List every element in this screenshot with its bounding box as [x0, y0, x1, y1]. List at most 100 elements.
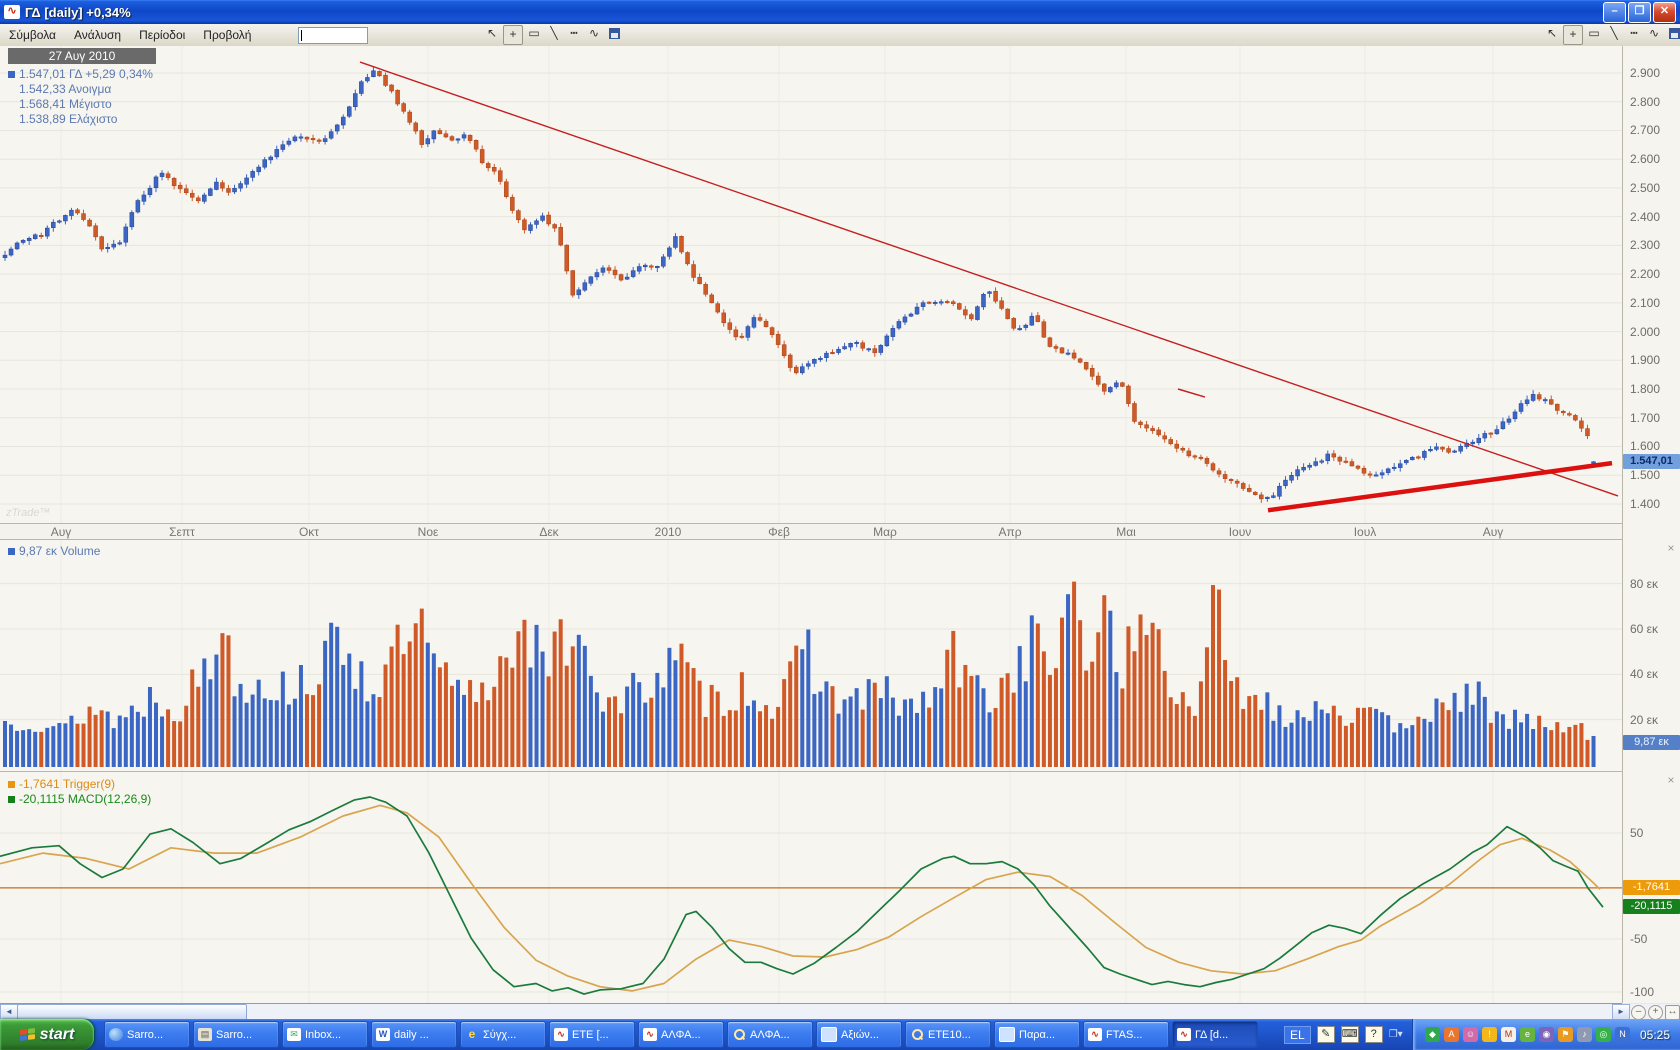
- windows-logo-icon: [19, 1027, 35, 1042]
- macd-pane[interactable]: -1,7641 Trigger(9) -20,1115 MACD(12,26,9…: [0, 772, 1622, 1004]
- tray-mx-icon[interactable]: M: [1500, 1027, 1516, 1042]
- taskbar-button-sarro[interactable]: Sarro...: [104, 1021, 190, 1048]
- pointer-tool-icon[interactable]: ↖: [1546, 26, 1558, 40]
- chart-icon: ∿: [554, 1028, 568, 1041]
- chart-icon: ∿: [1088, 1028, 1102, 1041]
- macd-pane-close-icon[interactable]: ×: [1667, 773, 1675, 787]
- menu-bar: Σύμβολα Ανάλυση Περίοδοι Προβολή: [0, 24, 1680, 47]
- volume-legend: 9,87 εκ Volume: [8, 544, 100, 558]
- restore-button[interactable]: ❐: [1628, 1, 1651, 23]
- trendlines-layer[interactable]: [359, 61, 1619, 513]
- taskbar-button-αλφα[interactable]: ∿ ΑΛΦΑ...: [638, 1021, 724, 1048]
- worddoc-icon: W: [376, 1028, 390, 1041]
- time-axis: Αυγ Σεπτ Οκτ Νοε Δεκ 2010 Φεβ Μαρ Απρ Μαι Ιουν Ιουλ…: [0, 524, 1622, 540]
- tray-mask-icon[interactable]: ◉: [1538, 1027, 1554, 1042]
- price-chart-pane[interactable]: 27 Αυγ 2010 1.547,01 ΓΔ +5,29 0,34% 1.54…: [0, 46, 1622, 524]
- volume-canvas[interactable]: [0, 540, 1622, 771]
- tray-flag-icon[interactable]: ⚑: [1557, 1027, 1573, 1042]
- macd-value-tag: -20,1115: [1623, 899, 1680, 915]
- tray-network-activity-icon[interactable]: ◆: [1424, 1027, 1440, 1042]
- tray-leaf-icon[interactable]: e: [1519, 1027, 1535, 1042]
- minimize-button[interactable]: –: [1603, 1, 1626, 23]
- taskbar-button-αλφα[interactable]: ΑΛΦΑ...: [727, 1021, 813, 1048]
- last-price-tag: 1.547,01: [1623, 453, 1680, 469]
- region-box-tool-icon[interactable]: ▭: [528, 26, 540, 40]
- trendline-tool-icon[interactable]: ╲: [550, 26, 558, 40]
- keyboard-icon[interactable]: ⌨: [1340, 1026, 1359, 1043]
- dotted-grid-tool-icon[interactable]: ┅: [570, 26, 578, 40]
- month-label: Νοε: [417, 525, 439, 539]
- trendline-tool-icon[interactable]: ╲: [1610, 26, 1618, 40]
- taskbar-button-ftas[interactable]: ∿ FTAS...: [1083, 1021, 1169, 1048]
- tray-alarm-icon[interactable]: A: [1443, 1027, 1459, 1042]
- globe-icon: [109, 1028, 123, 1041]
- volume-pane-close-icon[interactable]: ×: [1667, 541, 1675, 555]
- chart-toolbar-left: ↖ + ▭ ╲ ┅ ∿: [483, 25, 623, 45]
- menu-item-Ανάλυση[interactable]: Ανάλυση: [74, 28, 122, 42]
- chart-style-tool-icon[interactable]: ∿: [1648, 26, 1660, 40]
- taskbar-button-label: ΕΤΕ10...: [928, 1028, 971, 1041]
- axis-tick-label: 2.400: [1630, 209, 1661, 224]
- menu-item-Σύμβολα[interactable]: Σύμβολα: [9, 28, 56, 42]
- taskbar-button-label: ΑΛΦΑ...: [750, 1028, 790, 1041]
- fit-width-button[interactable]: ↔: [1665, 1005, 1680, 1020]
- region-box-tool-icon[interactable]: ▭: [1588, 26, 1600, 40]
- month-label: Αυγ: [50, 525, 72, 539]
- axis-tick-label: 2.900: [1630, 66, 1661, 80]
- trigger-legend: -1,7641 Trigger(9): [19, 777, 116, 791]
- chart-icon: ∿: [643, 1028, 657, 1041]
- help-icon[interactable]: ?: [1364, 1026, 1383, 1043]
- menu-item-Προβολή[interactable]: Προβολή: [203, 28, 252, 42]
- macd-canvas[interactable]: [0, 772, 1622, 1003]
- symbol-input[interactable]: [298, 26, 369, 44]
- dotted-grid-tool-icon[interactable]: ┅: [1630, 26, 1638, 40]
- tray-network-icon[interactable]: N: [1614, 1027, 1630, 1042]
- crosshair-tool-icon[interactable]: +: [1563, 25, 1583, 45]
- panel-icon: ▤: [198, 1028, 212, 1041]
- axis-tick-label: 1.600: [1630, 439, 1661, 454]
- taskbar-button-ετε10[interactable]: ΕΤΕ10...: [905, 1021, 991, 1048]
- taskbar-button-παρα[interactable]: Παρα...: [994, 1021, 1080, 1048]
- crosshair-tool-icon[interactable]: +: [503, 25, 523, 45]
- menu-item-Περίοδοι[interactable]: Περίοδοι: [139, 28, 186, 42]
- macd-legend-text: -20,1115 MACD(12,26,9): [19, 792, 152, 806]
- chart-toolbar-right: ↖ + ▭ ╲ ┅ ∿: [1543, 25, 1680, 45]
- taskbar-button-sarro[interactable]: ▤ Sarro...: [193, 1021, 279, 1048]
- language-bar: EL ✎ ⌨ ? ❐▾: [1284, 1025, 1403, 1044]
- tray-shield-icon[interactable]: !: [1481, 1027, 1497, 1042]
- save-tool-icon[interactable]: [605, 25, 623, 43]
- pen-icon[interactable]: ✎: [1316, 1026, 1335, 1043]
- app-chart-icon: ∿: [4, 5, 20, 19]
- pointer-tool-icon[interactable]: ↖: [486, 26, 498, 40]
- axis-tick-label: -100: [1630, 985, 1655, 999]
- quote-date: 27 Αυγ 2010: [8, 48, 156, 64]
- zoom-in-button[interactable]: +: [1648, 1005, 1663, 1020]
- taskbar-button-σγχ[interactable]: e Σύγχ...: [460, 1021, 546, 1048]
- taskbar-button-γδd[interactable]: ∿ ΓΔ [d...: [1172, 1021, 1258, 1048]
- title-bar: ∿ ΓΔ [daily] +0,34% – ❐ ✕: [0, 0, 1680, 24]
- volume-pane[interactable]: 9,87 εκ Volume: [0, 540, 1622, 772]
- zoom-out-button[interactable]: –: [1631, 1005, 1646, 1020]
- start-button[interactable]: start: [0, 1019, 94, 1050]
- monitor-icon: [999, 1027, 1015, 1042]
- axis-tick-label: 1.400: [1630, 496, 1661, 511]
- tray-volume-icon[interactable]: ♪: [1576, 1027, 1592, 1042]
- tray-zonealarm-icon[interactable]: ◎: [1595, 1027, 1611, 1042]
- langbar-restore-icon[interactable]: ❐▾: [1388, 1029, 1403, 1040]
- save-tool-icon[interactable]: [1665, 25, 1680, 43]
- taskbar-button-αξιν[interactable]: Αξιών...: [816, 1021, 902, 1048]
- open-line: 1.542,33 Ανοιγμα: [19, 82, 112, 96]
- language-indicator[interactable]: EL: [1284, 1025, 1311, 1044]
- taskbar-button-inbox[interactable]: ✉ Inbox...: [282, 1021, 368, 1048]
- tray-messenger-icon[interactable]: ☺: [1462, 1027, 1478, 1042]
- axis-tick-label: 1.500: [1630, 468, 1661, 483]
- month-label: Σεπτ: [169, 525, 195, 539]
- chart-style-tool-icon[interactable]: ∿: [588, 26, 600, 40]
- price-chart-canvas[interactable]: [0, 46, 1622, 523]
- taskbar-button-ετε[interactable]: ∿ ΕΤΕ [...: [549, 1021, 635, 1048]
- ie-icon: e: [468, 1027, 476, 1041]
- axis-tick-label: 2.000: [1630, 324, 1661, 339]
- close-button[interactable]: ✕: [1653, 1, 1676, 23]
